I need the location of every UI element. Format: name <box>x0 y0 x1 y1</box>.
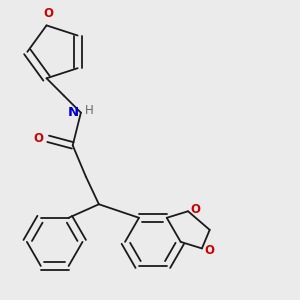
Text: O: O <box>43 7 53 20</box>
Text: H: H <box>85 103 93 116</box>
Text: O: O <box>33 132 43 145</box>
Text: O: O <box>205 244 214 256</box>
Text: N: N <box>68 106 79 119</box>
Text: O: O <box>190 203 201 216</box>
